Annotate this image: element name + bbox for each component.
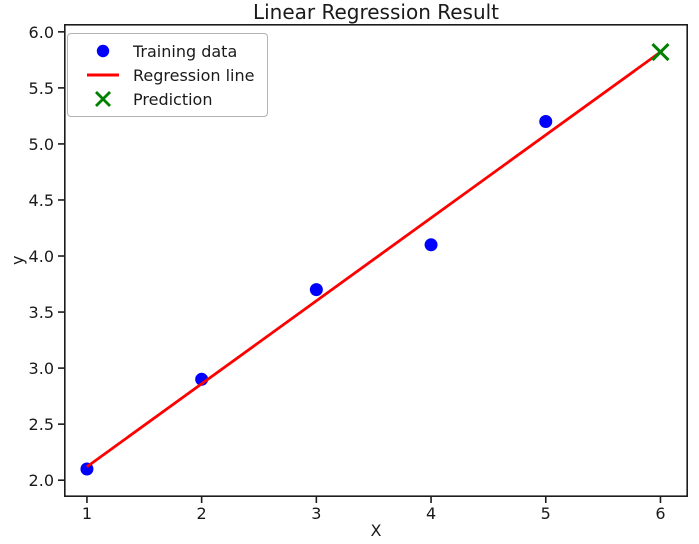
prediction-marker-icon xyxy=(95,91,111,107)
x-tick-label: 6 xyxy=(655,504,666,523)
x-tick-label: 3 xyxy=(311,504,322,523)
y-tick-label: 2.0 xyxy=(28,471,54,491)
y-tick-label: 4.5 xyxy=(28,190,54,210)
y-tick-label: 3.0 xyxy=(28,359,54,379)
blue-dot-icon xyxy=(96,44,110,58)
regression-line-marker-icon xyxy=(87,73,119,77)
legend-label-training-data: Training data xyxy=(133,41,238,61)
legend-item-prediction: Prediction xyxy=(76,87,259,111)
x-axis-label: X xyxy=(370,521,382,540)
plot-area: Training data Regression line Prediction… xyxy=(8,23,689,540)
legend-item-regression-line: Regression line xyxy=(76,63,259,87)
x-tick-label: 1 xyxy=(81,504,93,523)
chart-title: Linear Regression Result xyxy=(252,0,500,24)
training-data-marker-icon xyxy=(96,44,110,58)
y-tick-label: 5.5 xyxy=(28,78,54,98)
legend-label-prediction: Prediction xyxy=(133,89,213,109)
data-point-training-data xyxy=(309,283,323,297)
y-tick-label: 6.0 xyxy=(28,22,54,42)
y-tick-label: 3.5 xyxy=(28,303,54,323)
x-tick-label: 5 xyxy=(540,504,551,523)
legend-label-regression-line: Regression line xyxy=(133,65,255,85)
data-point-training-data xyxy=(539,115,553,129)
y-tick-label: 4.0 xyxy=(28,247,54,267)
green-x-icon xyxy=(95,91,111,107)
plot-canvas xyxy=(58,24,689,503)
data-point-prediction xyxy=(651,42,670,62)
legend: Training data Regression line Prediction xyxy=(67,33,268,117)
legend-item-training-data: Training data xyxy=(76,39,259,63)
data-point-training-data xyxy=(424,238,438,252)
x-tick-label: 2 xyxy=(196,504,207,523)
x-tick-label: 4 xyxy=(425,504,437,523)
y-tick-label: 5.0 xyxy=(28,134,54,154)
axes-frame xyxy=(64,24,689,497)
y-tick-label: 2.5 xyxy=(28,415,54,435)
series-line-regression-line xyxy=(86,50,662,468)
